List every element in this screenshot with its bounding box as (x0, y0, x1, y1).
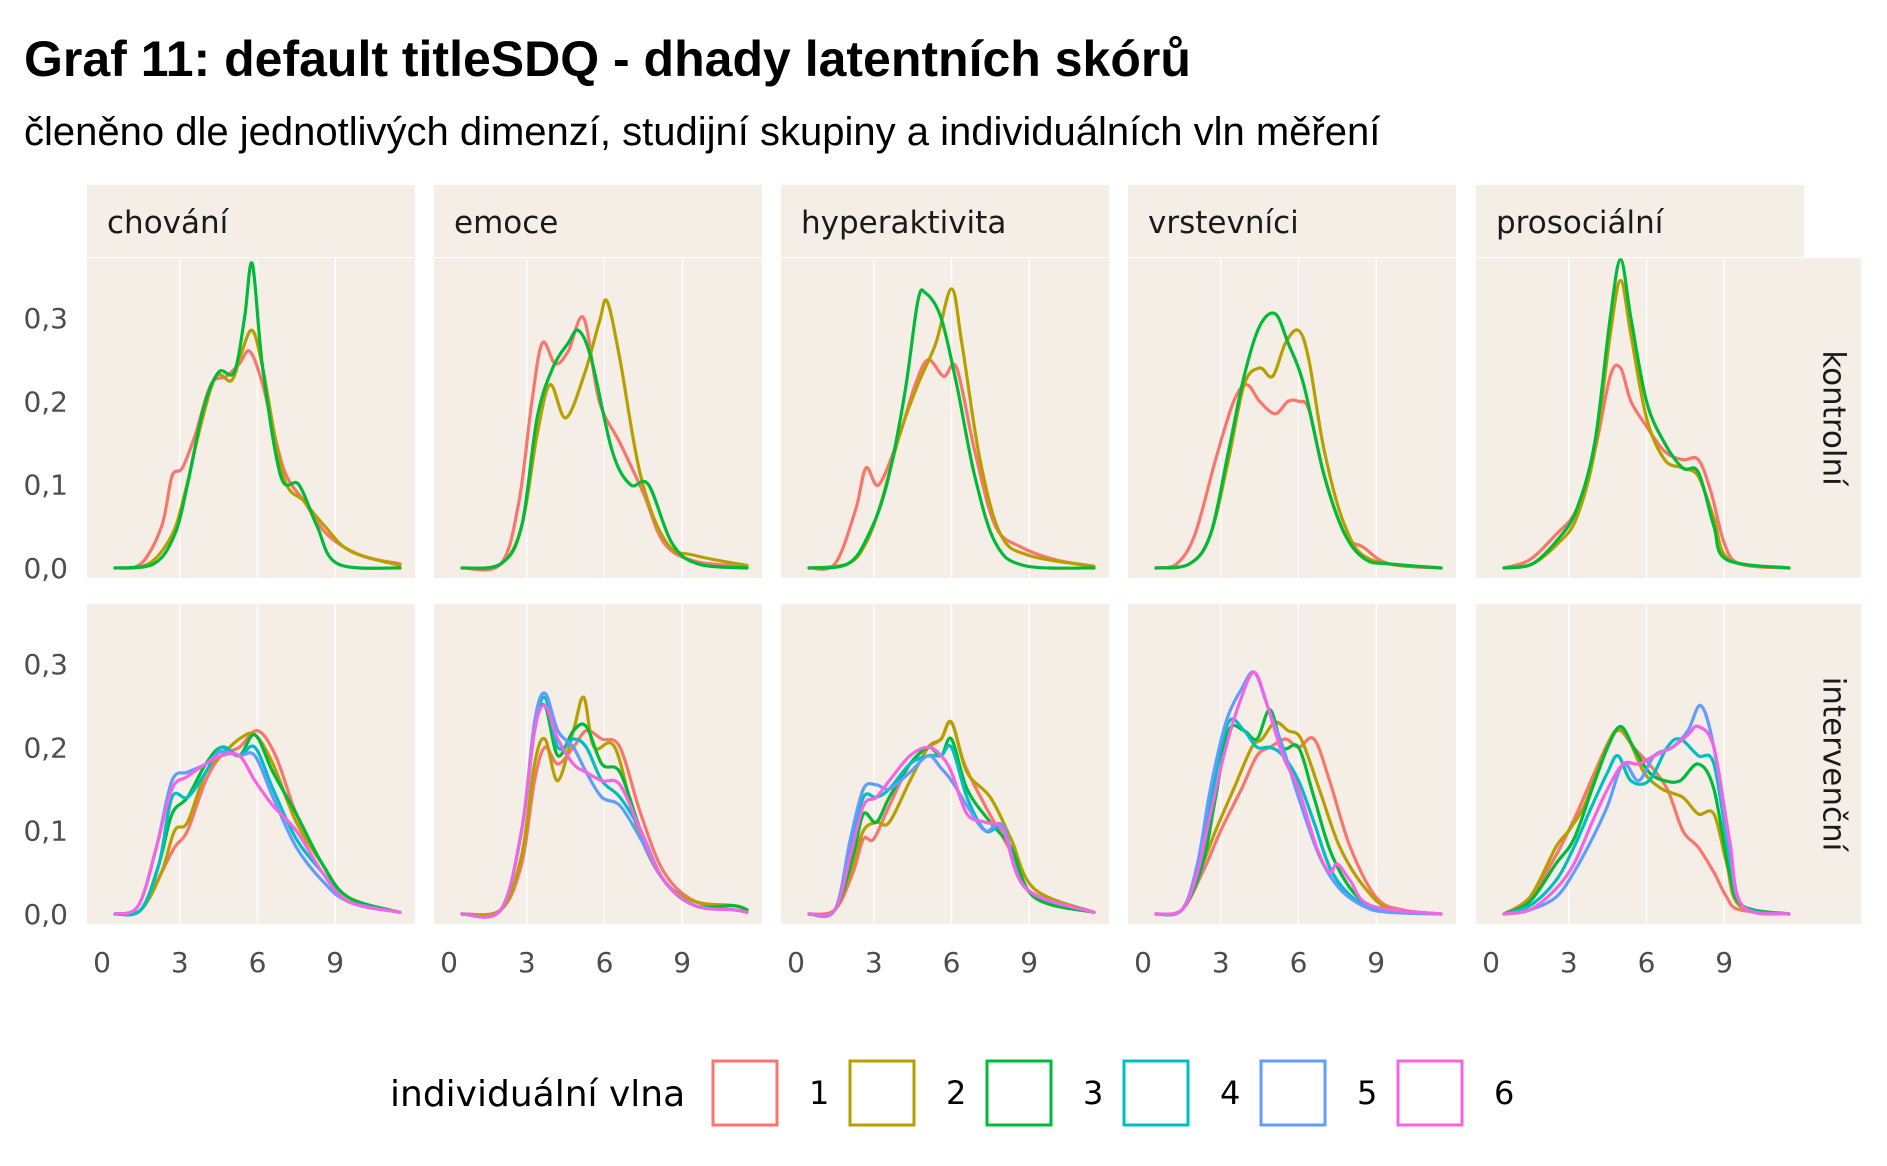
y-tick-label: 0,0 (23, 552, 68, 585)
x-tick-label: 9 (1020, 946, 1038, 979)
y-tick-label: 0,2 (23, 731, 68, 764)
row-strip-label: intervenční (1816, 677, 1852, 853)
x-tick-label: 3 (1560, 946, 1578, 979)
y-tick-label: 0,1 (23, 469, 68, 502)
facet-panel-emoce-intervenční (434, 604, 762, 924)
x-tick-label: 9 (1715, 946, 1733, 979)
x-tick-label: 0 (787, 946, 805, 979)
legend-key-2 (848, 1059, 916, 1127)
legend-label: 3 (1083, 1074, 1103, 1112)
strip-label: prosociální (1496, 205, 1665, 241)
x-tick-label: 9 (673, 946, 691, 979)
density-line-vlna-2 (1502, 727, 1791, 916)
density-line-vlna-3 (1502, 724, 1791, 916)
chart-title: Graf 11: default titleSDQ - dhady latent… (24, 31, 1191, 87)
x-tick-label: 3 (518, 946, 536, 979)
density-line-vlna-6 (1154, 670, 1443, 916)
strip-label: hyperaktivita (801, 205, 1006, 241)
panel-background (434, 604, 762, 924)
y-tick-label: 0,0 (23, 898, 68, 931)
strip-label: vrstevníci (1148, 205, 1299, 241)
density-line-vlna-3 (113, 261, 402, 570)
x-tick-label: 6 (943, 946, 961, 979)
x-tick-label: 9 (326, 946, 344, 979)
y-tick-label: 0,3 (23, 302, 68, 335)
legend-key-5 (1259, 1059, 1327, 1127)
density-line-vlna-5 (807, 754, 1096, 919)
strip-prosociální (1476, 185, 1804, 257)
panel-background (434, 258, 762, 578)
x-tick-label: 0 (1482, 946, 1500, 979)
panel-background (781, 604, 1109, 924)
strip-kontrolní (1803, 258, 1861, 578)
strip-vrstevníci (1128, 185, 1456, 257)
density-line-vlna-1 (1502, 363, 1791, 570)
panel-background (87, 604, 415, 924)
x-tick-label: 6 (1638, 946, 1656, 979)
facet-panel-chování-kontrolní (87, 258, 415, 578)
facet-panel-chování-intervenční (87, 604, 415, 924)
legend-label: 6 (1494, 1074, 1514, 1112)
x-tick-label: 3 (171, 946, 189, 979)
panel-background (87, 258, 415, 578)
x-tick-label: 0 (1134, 946, 1152, 979)
density-line-vlna-6 (807, 745, 1096, 917)
legend-label: 1 (809, 1074, 829, 1112)
density-line-vlna-1 (1154, 736, 1443, 916)
x-tick-label: 0 (93, 946, 111, 979)
density-line-vlna-2 (460, 695, 749, 917)
legend-key-3 (985, 1059, 1053, 1127)
chart-subtitle: členěno dle jednotlivých dimenzí, studij… (24, 110, 1381, 154)
y-tick-label: 0,2 (23, 385, 68, 418)
facet-panel-hyperaktivita-intervenční (781, 604, 1109, 924)
legend-label: 2 (946, 1074, 966, 1112)
density-line-vlna-6 (113, 751, 402, 916)
strip-label: chování (107, 205, 230, 241)
row-strip-label: kontrolní (1816, 350, 1852, 487)
x-tick-label: 6 (249, 946, 267, 979)
legend-label: 5 (1357, 1074, 1377, 1112)
legend-title: individuální vlna (390, 1074, 685, 1115)
facet-panel-vrstevníci-kontrolní (1128, 258, 1456, 578)
x-tick-label: 0 (440, 946, 458, 979)
density-line-vlna-3 (807, 288, 1096, 570)
strip-hyperaktivita (781, 185, 1109, 257)
x-tick-label: 6 (596, 946, 614, 979)
strip-emoce (434, 185, 762, 257)
x-tick-label: 9 (1367, 946, 1385, 979)
x-tick-label: 6 (1290, 946, 1308, 979)
x-tick-label: 3 (865, 946, 883, 979)
density-line-vlna-3 (1154, 311, 1443, 570)
density-line-vlna-1 (460, 728, 749, 917)
density-line-vlna-3 (460, 328, 749, 570)
legend-key-6 (1396, 1059, 1464, 1127)
panel-background (1128, 604, 1456, 924)
legend-label: 4 (1220, 1074, 1240, 1112)
density-line-vlna-6 (460, 703, 749, 919)
y-tick-label: 0,1 (23, 815, 68, 848)
strip-intervenční (1803, 604, 1861, 924)
facet-panel-vrstevníci-intervenční (1128, 604, 1456, 924)
x-tick-label: 3 (1212, 946, 1230, 979)
y-tick-label: 0,3 (23, 648, 68, 681)
density-line-vlna-6 (1502, 724, 1791, 916)
strip-chování (87, 185, 415, 257)
panel-background (1128, 258, 1456, 578)
density-line-vlna-3 (1502, 258, 1791, 570)
strip-label: emoce (454, 205, 558, 241)
legend-key-1 (711, 1059, 779, 1127)
legend-key-4 (1122, 1059, 1190, 1127)
facet-panel-emoce-kontrolní (434, 258, 762, 578)
